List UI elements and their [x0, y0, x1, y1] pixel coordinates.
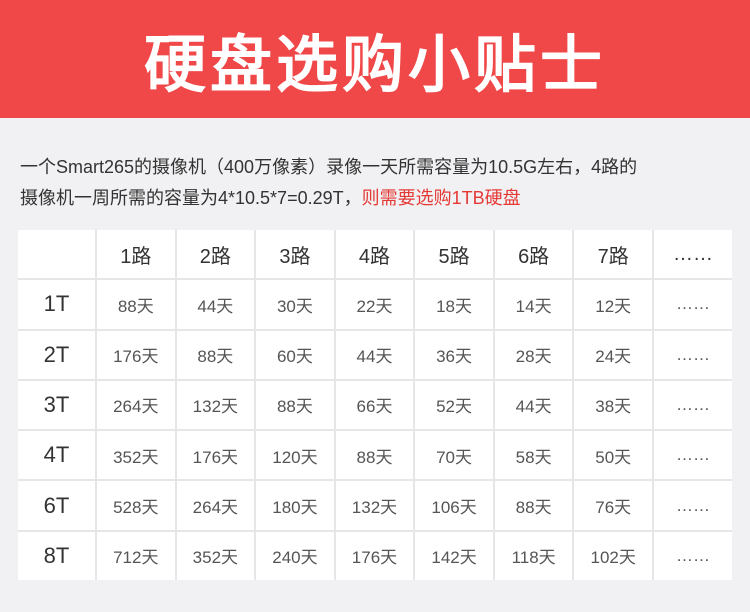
table-cell: 38天: [574, 380, 652, 430]
table-cell: 88天: [335, 431, 414, 480]
description: 一个Smart265的摄像机（400万像素）录像一天所需容量为10.5G左右，4…: [20, 152, 732, 214]
table-cell: 88天: [97, 280, 175, 329]
description-highlight: 则需要选购1TB硬盘: [361, 188, 521, 208]
column-header: 7路: [574, 230, 652, 279]
table-cell: ……: [653, 431, 732, 480]
table-cell: 176天: [97, 330, 175, 379]
row-label: 8T: [18, 531, 95, 580]
table-cell: 88天: [256, 380, 334, 430]
table-cell: 176天: [335, 531, 414, 580]
column-header: 1路: [97, 230, 175, 279]
column-header: ……: [653, 230, 732, 279]
table-cell: 88天: [176, 330, 255, 379]
table-cell: 14天: [494, 280, 573, 329]
table-cell: 352天: [176, 531, 255, 580]
table-cell: 44天: [494, 380, 573, 430]
table-cell: 44天: [335, 330, 414, 379]
description-text: 摄像机一周所需的容量为4*10.5*7=0.29T，: [20, 188, 362, 208]
table-cell: 70天: [415, 431, 493, 480]
corner-cell: [18, 230, 95, 279]
title: 硬盘选购小贴士: [143, 31, 606, 100]
table-cell: 60天: [256, 330, 334, 379]
row-label: 4T: [18, 431, 95, 480]
description-line: 摄像机一周所需的容量为4*10.5*7=0.29T，则需要选购1TB硬盘: [20, 183, 732, 214]
table-cell: 106天: [415, 481, 493, 530]
table-cell: 264天: [176, 481, 255, 530]
row-label: 1T: [18, 280, 95, 329]
row-label: 3T: [18, 380, 95, 430]
table-cell: 180天: [256, 481, 334, 530]
column-header: 6路: [494, 230, 573, 279]
table-cell: ……: [653, 481, 732, 530]
column-header: 2路: [176, 230, 255, 279]
table-cell: 132天: [335, 481, 414, 530]
table-cell: 712天: [97, 531, 175, 580]
table-cell: 76天: [574, 481, 652, 530]
table-cell: 118天: [494, 531, 573, 580]
table-cell: 52天: [415, 380, 493, 430]
table-cell: 18天: [415, 280, 493, 329]
table-cell: ……: [653, 531, 732, 580]
column-header: 3路: [256, 230, 334, 279]
row-label: 6T: [18, 481, 95, 530]
table-cell: 44天: [176, 280, 255, 329]
table-cell: 58天: [494, 431, 573, 480]
table-cell: 142天: [415, 531, 493, 580]
table-cell: ……: [653, 380, 732, 430]
column-header: 4路: [335, 230, 414, 279]
table-cell: 352天: [97, 431, 175, 480]
table-cell: 120天: [256, 431, 334, 480]
table-cell: 30天: [256, 280, 334, 329]
table-cell: 88天: [494, 481, 573, 530]
table-cell: ……: [653, 280, 732, 329]
table-cell: 28天: [494, 330, 573, 379]
table-cell: 132天: [176, 380, 255, 430]
banner: 硬盘选购小贴士: [0, 0, 750, 118]
table-cell: 66天: [335, 380, 414, 430]
row-label: 2T: [18, 330, 95, 379]
table-cell: 12天: [574, 280, 652, 329]
table: 1路 2路 3路 4路 5路 6路 7路…… 1T 88天 44天 30天 22天 18天 14天 12天……: [18, 230, 732, 580]
table-cell: 24天: [574, 330, 652, 379]
table-cell: 176天: [176, 431, 255, 480]
table-cell: 50天: [574, 431, 652, 480]
table-cell: ……: [653, 330, 732, 379]
table-cell: 528天: [97, 481, 175, 530]
column-header: 5路: [415, 230, 493, 279]
table-cell: 36天: [415, 330, 493, 379]
table-cell: 102天: [574, 531, 652, 580]
table-cell: 22天: [335, 280, 414, 329]
table-cell: 264天: [97, 380, 175, 430]
table-cell: 240天: [256, 531, 334, 580]
description-line: 一个Smart265的摄像机（400万像素）录像一天所需容量为10.5G左右，4…: [20, 157, 638, 177]
